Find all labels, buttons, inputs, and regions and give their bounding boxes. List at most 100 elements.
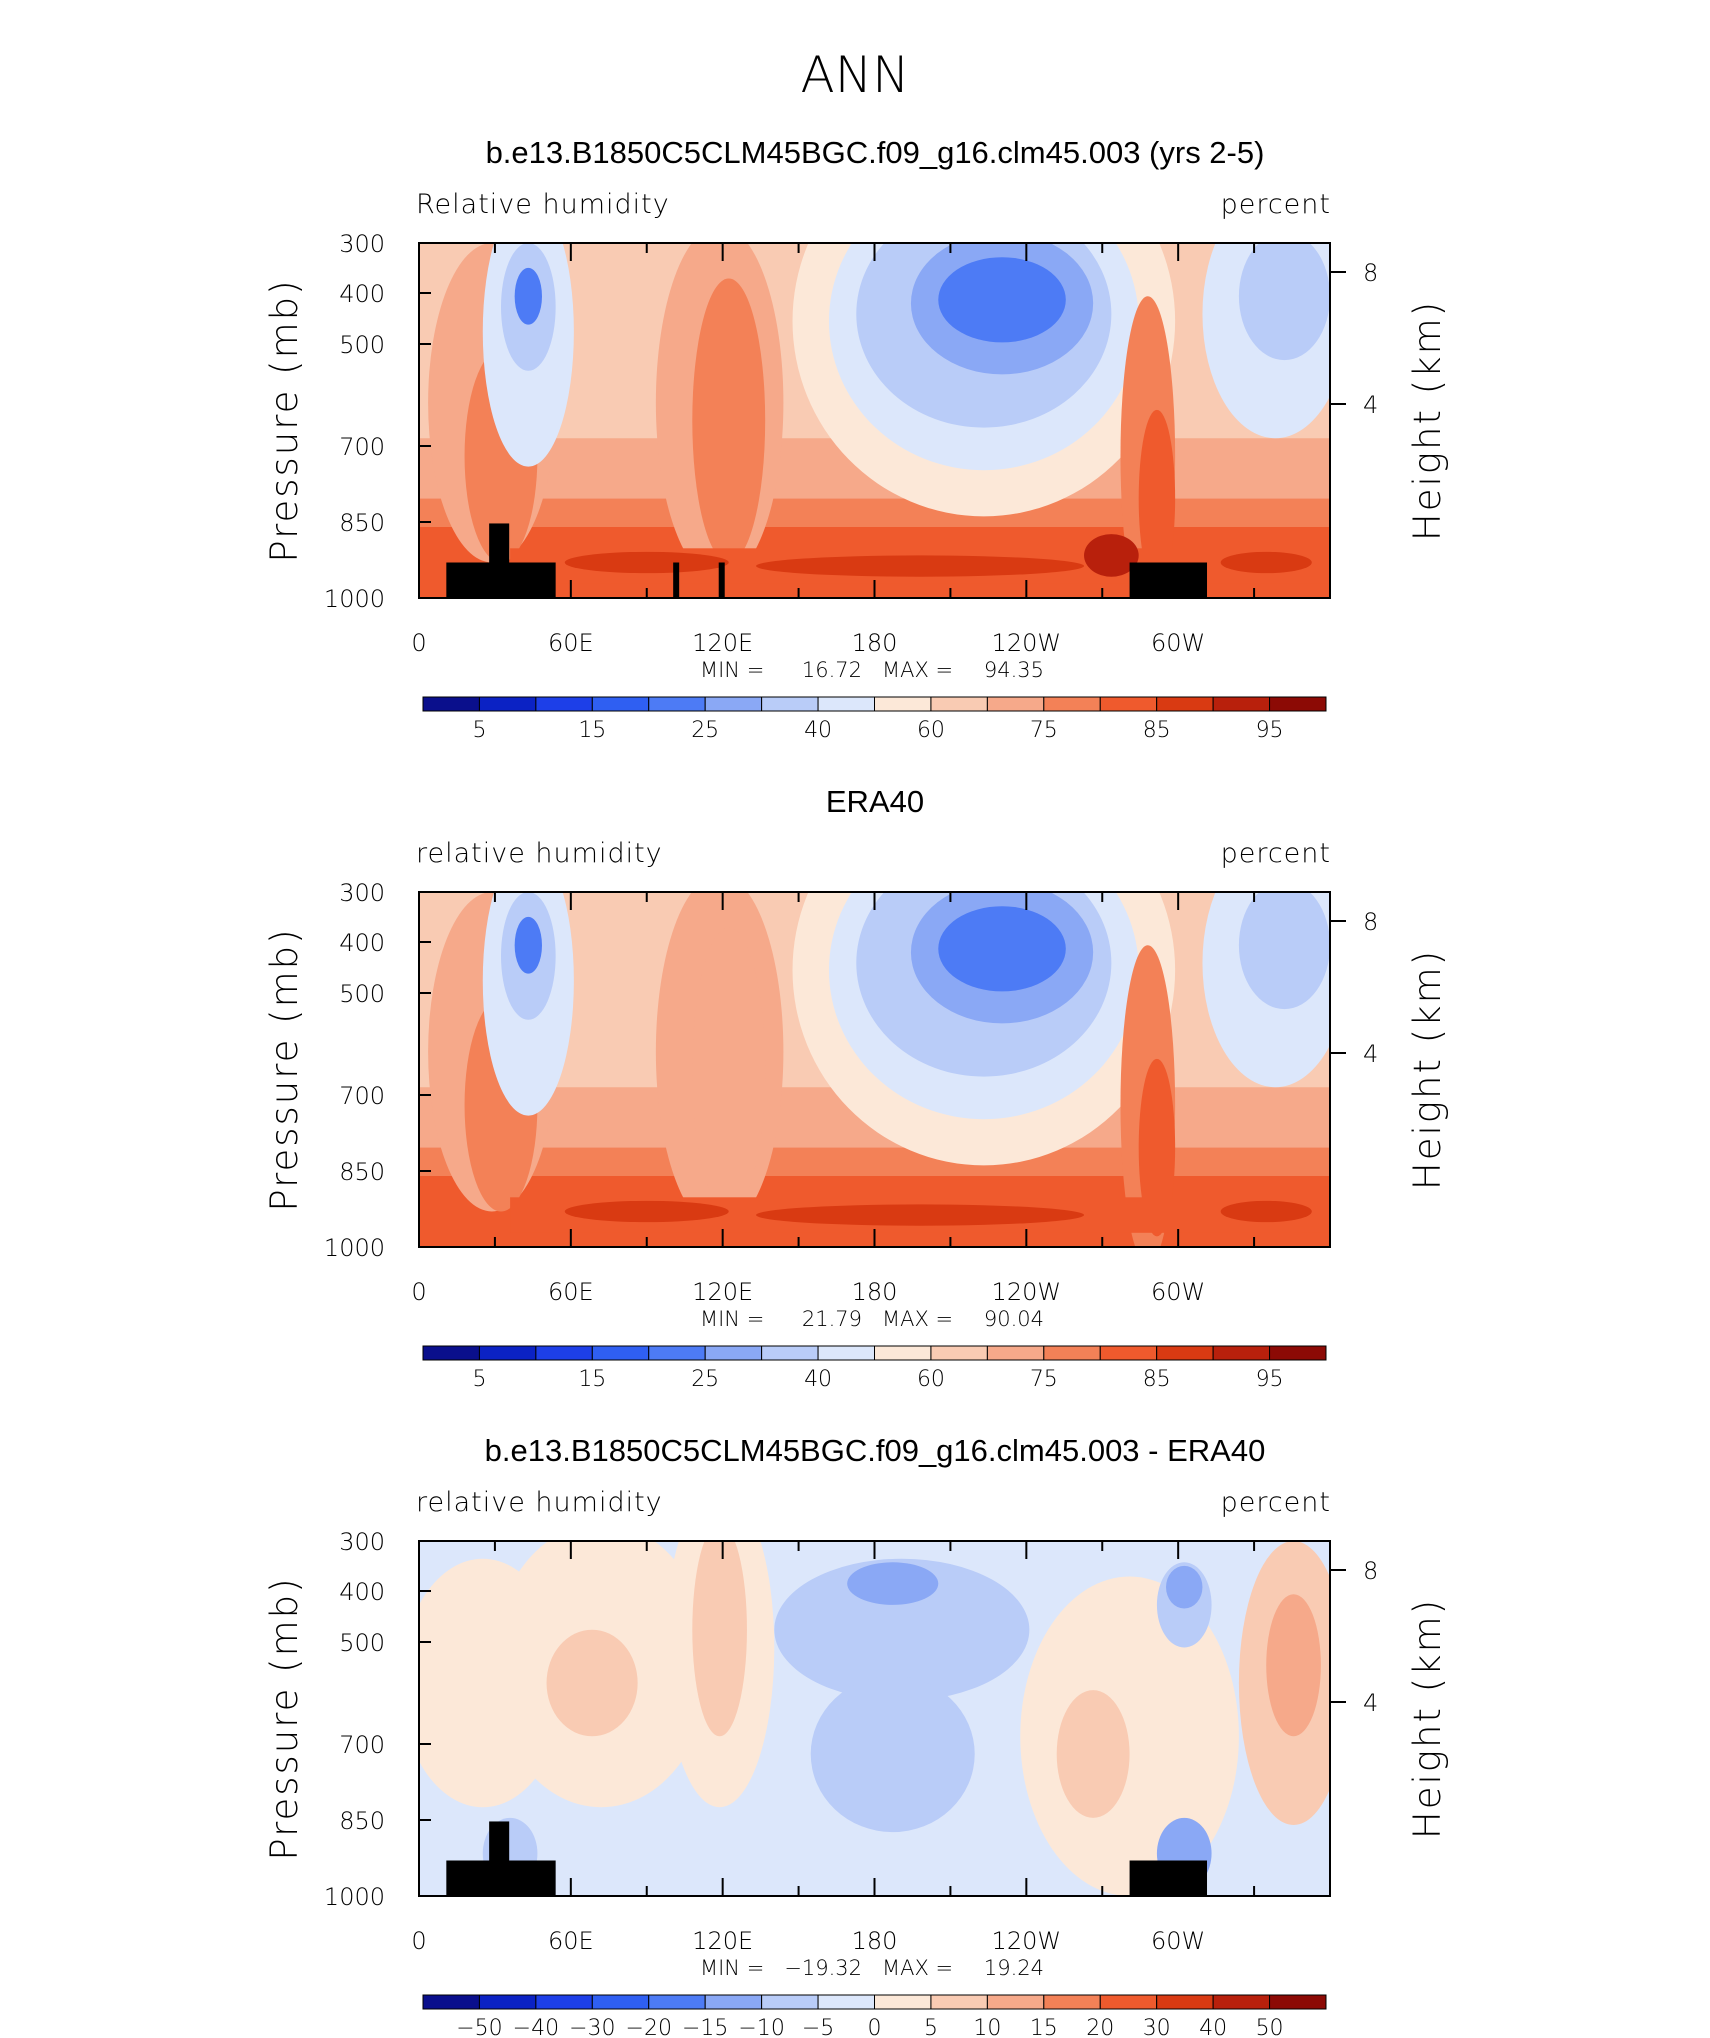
- contour-region: [546, 1629, 638, 1737]
- y-tick-label: 1000: [324, 1234, 385, 1262]
- colorbar-label: 85: [1143, 718, 1171, 743]
- colorbar-label: 5: [472, 718, 486, 743]
- colorbar-swatch: [1099, 1994, 1158, 2010]
- colorbar-swatch: [1043, 696, 1101, 712]
- min-label: MIN =: [700, 658, 764, 682]
- max-value: 19.24: [984, 1956, 1044, 1980]
- colorbar-label: 60: [917, 718, 945, 743]
- colorbar-swatch: [535, 1345, 593, 1361]
- y-right-tick-label: 8: [1363, 908, 1378, 936]
- y-right-axis-title: Height (km): [1406, 1598, 1449, 1839]
- colorbar-swatch: [422, 1994, 480, 2010]
- units-label: percent: [1221, 838, 1331, 869]
- y-right-tick-label: 4: [1363, 1040, 1378, 1068]
- y-tick-label: 500: [339, 331, 385, 359]
- colorbar-label: 60: [917, 1367, 945, 1392]
- panel-title: ERA40: [826, 784, 924, 819]
- x-tick-label: 0: [411, 1278, 426, 1306]
- colorbar-swatch: [1269, 696, 1327, 712]
- contour-region: [810, 1675, 975, 1833]
- colorbar-label: 20: [1086, 2016, 1114, 2038]
- contour-region: [847, 1562, 939, 1605]
- colorbar-label: 40: [804, 1367, 832, 1392]
- topography-block: [673, 562, 680, 598]
- colorbar-swatch: [648, 1345, 706, 1361]
- colorbar-swatch: [422, 696, 480, 712]
- colorbar-swatch: [704, 1345, 763, 1361]
- colorbar-swatch: [422, 1345, 480, 1361]
- contour-region: [1138, 1058, 1176, 1237]
- y-right-axis-title: Height (km): [1406, 300, 1449, 541]
- contour-field: [419, 243, 1330, 598]
- x-tick-label: 120W: [992, 1278, 1062, 1306]
- colorbar-swatch: [1099, 1345, 1158, 1361]
- min-label: MIN =: [700, 1307, 764, 1331]
- colorbar-swatch: [1269, 1994, 1327, 2010]
- colorbar-label: 75: [1030, 718, 1058, 743]
- variable-label: Relative humidity: [416, 189, 670, 220]
- y-tick-label: 1000: [324, 585, 385, 613]
- topography-block: [489, 1821, 510, 1861]
- x-tick-label: 60W: [1151, 1927, 1205, 1955]
- colorbar-label: 30: [1143, 2016, 1171, 2038]
- colorbar-swatch: [930, 696, 988, 712]
- contour-region: [692, 1541, 747, 1737]
- y-right-tick-label: 8: [1363, 259, 1378, 287]
- colorbar-label: 15: [578, 1367, 606, 1392]
- panel-3: b.e13.B1850C5CLM45BGC.f09_g16.clm45.003 …: [263, 1433, 1449, 2038]
- x-tick-label: 60W: [1151, 1278, 1205, 1306]
- colorbar-label: 95: [1256, 718, 1284, 743]
- colorbar-swatch: [478, 696, 537, 712]
- y-axis-title: Pressure (mb): [263, 927, 306, 1211]
- colorbar-label: 95: [1256, 1367, 1284, 1392]
- x-tick-label: 180: [852, 629, 898, 657]
- panel-title: b.e13.B1850C5CLM45BGC.f09_g16.clm45.003 …: [485, 1433, 1266, 1468]
- colorbar-swatch: [648, 696, 706, 712]
- colorbar-swatch: [930, 1994, 988, 2010]
- contour-region: [692, 927, 766, 1212]
- x-tick-label: 120W: [992, 629, 1062, 657]
- y-tick-label: 300: [339, 230, 385, 258]
- colorbar-swatch: [874, 696, 932, 712]
- contour-region: [1238, 892, 1330, 1010]
- colorbar-swatch: [1156, 696, 1214, 712]
- x-tick-label: 60W: [1151, 629, 1205, 657]
- contour-region: [756, 1204, 1085, 1226]
- max-label: MAX =: [882, 1307, 953, 1331]
- panel-1: b.e13.B1850C5CLM45BGC.f09_g16.clm45.003 …: [263, 135, 1449, 743]
- contour-field: [419, 892, 1330, 1247]
- x-tick-label: 180: [852, 1927, 898, 1955]
- variable-label: relative humidity: [416, 838, 663, 869]
- colorbar: 5 15 25 40 60 75 85 95: [422, 696, 1327, 743]
- y-tick-label: 400: [339, 1578, 385, 1606]
- contour-region: [564, 1200, 729, 1223]
- colorbar-swatch: [986, 696, 1045, 712]
- y-right-axis-title: Height (km): [1406, 949, 1449, 1190]
- colorbar-swatch: [930, 1345, 988, 1361]
- contour-region: [938, 257, 1066, 343]
- colorbar-swatch: [874, 1345, 932, 1361]
- min-value: −19.32: [784, 1956, 862, 1980]
- colorbar-swatch: [535, 696, 593, 712]
- colorbar-swatch: [817, 1345, 875, 1361]
- colorbar-label: −30: [569, 2016, 615, 2038]
- y-tick-label: 700: [339, 1731, 385, 1759]
- y-tick-label: 500: [339, 1629, 385, 1657]
- contour-region: [1266, 1594, 1321, 1737]
- contour-region: [1020, 1576, 1239, 1896]
- y-tick-label: 700: [339, 433, 385, 461]
- contour-region: [514, 916, 542, 974]
- contour-region: [1138, 409, 1176, 588]
- topography-block: [1129, 562, 1208, 598]
- topography-block: [446, 562, 556, 598]
- y-axis-title: Pressure (mb): [263, 1576, 306, 1860]
- colorbar-swatch: [817, 1994, 875, 2010]
- contour-region: [1056, 1690, 1130, 1818]
- y-tick-label: 400: [339, 929, 385, 957]
- y-right-tick-label: 4: [1363, 1689, 1378, 1717]
- colorbar-swatch: [1156, 1994, 1214, 2010]
- max-label: MAX =: [882, 1956, 953, 1980]
- topography-block: [489, 523, 510, 563]
- colorbar-swatch: [1043, 1994, 1101, 2010]
